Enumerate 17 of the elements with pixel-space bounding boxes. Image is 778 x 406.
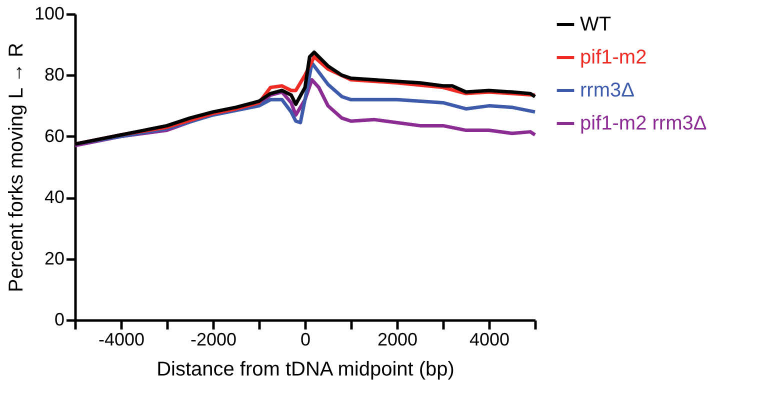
legend-label: rrm3Δ	[580, 80, 634, 102]
y-tick-label: 40	[44, 187, 64, 208]
x-tick-label: -2000	[190, 330, 237, 350]
legend-label: WT	[580, 14, 612, 36]
legend-label: pif1-m2 rrm3Δ	[580, 112, 707, 134]
y-tick-label: 80	[44, 64, 64, 85]
legend-label: pif1-m2	[580, 46, 647, 68]
x-tick-label: 0	[300, 330, 311, 350]
y-axis-title: Percent forks moving L → R	[5, 42, 28, 292]
x-tick-label: 2000	[377, 330, 418, 350]
x-tick-label: -4000	[98, 330, 145, 350]
y-tick-label: 60	[44, 126, 64, 146]
y-tick-label: 20	[44, 248, 64, 268]
x-tick-label: 4000	[469, 330, 510, 350]
y-tick-label: 0	[54, 310, 64, 330]
y-tick-label: 100	[34, 4, 64, 24]
x-axis-title: Distance from tDNA midpoint (bp)	[156, 358, 454, 380]
